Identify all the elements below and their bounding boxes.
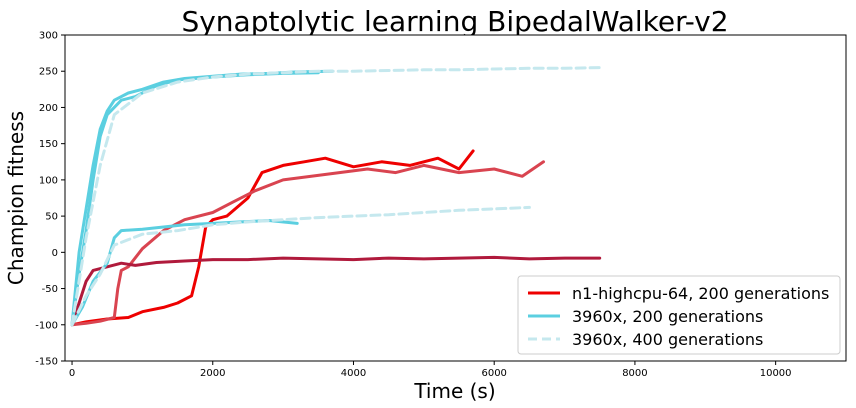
x-tick-label: 4000	[341, 368, 366, 379]
y-axis-label: Champion fitness	[4, 111, 28, 285]
chart-title: Synaptolytic learning BipedalWalker-v2	[181, 5, 728, 38]
series-line	[70, 66, 602, 327]
y-tick-label: 0	[52, 248, 58, 259]
legend-label: 3960x, 200 generations	[572, 307, 763, 326]
legend-label: 3960x, 400 generations	[572, 330, 763, 349]
x-tick-label: 2000	[200, 368, 225, 379]
legend-box	[517, 275, 841, 355]
series-line	[70, 160, 545, 327]
y-tick-label: 300	[39, 31, 58, 42]
x-tick-label: 6000	[481, 368, 506, 379]
y-tick-label: 200	[39, 103, 58, 114]
series-line	[70, 255, 602, 327]
y-tick-label: 100	[39, 175, 58, 186]
legend: n1-highcpu-64, 200 generations 3960x, 200…	[517, 275, 841, 355]
legend-label: n1-highcpu-64, 200 generations	[572, 284, 829, 303]
x-tick-label: 0	[69, 368, 75, 379]
x-tick-label: 10000	[760, 368, 792, 379]
x-axis-ticks: 0 2000 4000 6000 8000 10000	[69, 361, 792, 379]
y-tick-label: -50	[42, 284, 58, 295]
y-tick-label: -150	[35, 357, 58, 368]
x-tick-label: 8000	[622, 368, 647, 379]
y-tick-label: 150	[39, 139, 58, 150]
series-line	[70, 205, 531, 327]
y-tick-label: 50	[45, 212, 58, 223]
y-tick-label: -100	[35, 320, 58, 331]
y-tick-label: 250	[39, 67, 58, 78]
x-axis-label: Time (s)	[413, 379, 495, 403]
series-lines	[70, 66, 602, 327]
series-line	[70, 149, 475, 327]
y-axis-ticks: -150 -100 -50 0 50 100 150 200 250 300	[35, 31, 65, 368]
